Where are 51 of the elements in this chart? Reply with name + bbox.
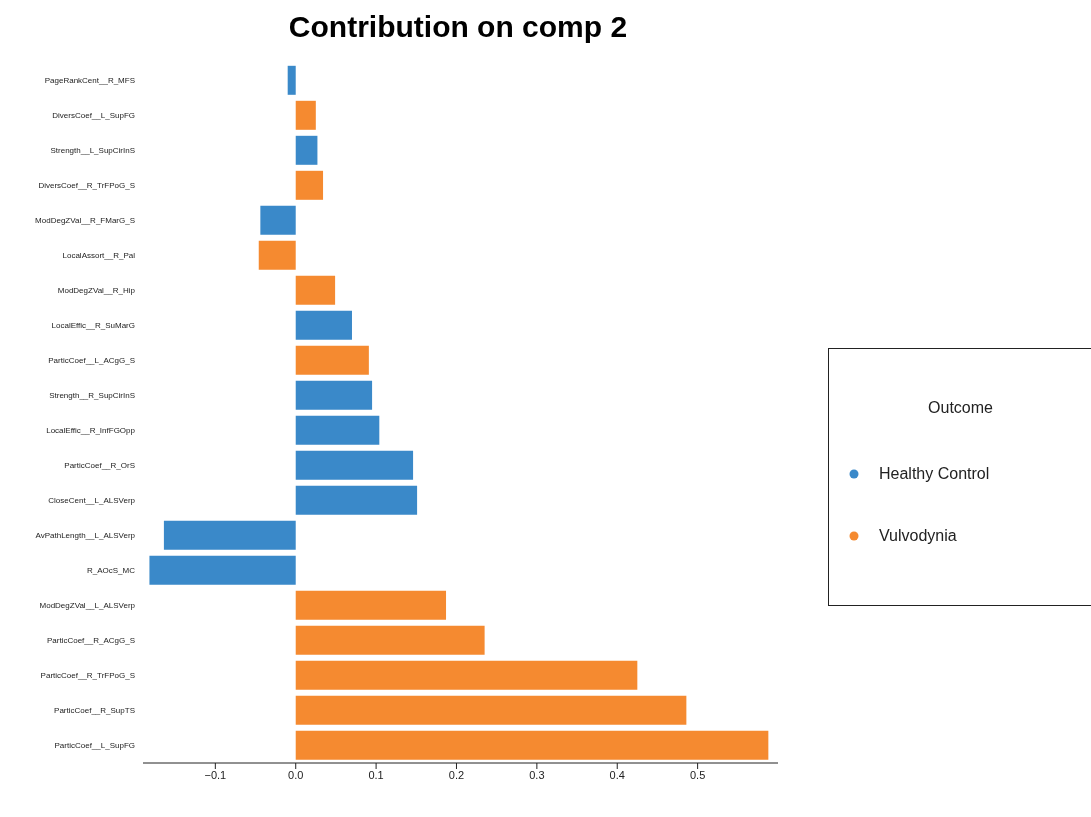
y-tick-label: ModDegZVal__R_Hip — [57, 286, 136, 296]
x-tick-label: 0.2 — [448, 768, 465, 781]
bar — [260, 205, 296, 235]
y-tick-label: LocalEffic__R_SuMarG — [51, 321, 135, 331]
x-tick-label: 0.0 — [288, 768, 304, 781]
bar — [295, 450, 414, 480]
bar — [258, 240, 296, 270]
bar — [295, 135, 318, 165]
bar — [295, 170, 324, 200]
legend-title: Outcome — [927, 399, 994, 417]
y-tick-label: DiversCoef__L_SupFG — [52, 111, 135, 121]
y-tick-label: LocalEffic__R_InfFGOpp — [46, 426, 136, 436]
y-tick-label: ParticCoef__L_ACgG_S — [48, 356, 135, 366]
bar — [163, 520, 296, 550]
bar — [295, 590, 447, 620]
bar — [295, 310, 352, 340]
y-tick-label: ParticCoef__R_OrS — [64, 461, 135, 471]
legend-label: Healthy Control — [879, 465, 990, 483]
bar — [295, 695, 687, 725]
y-tick-label: Strength__R_SupCirInS — [49, 391, 135, 401]
y-tick-label: LocalAssort__R_Pal — [62, 251, 136, 261]
bar — [295, 275, 336, 305]
y-tick-label: ParticCoef__R_SupTS — [54, 706, 135, 716]
bar — [295, 380, 373, 410]
bar — [295, 100, 316, 130]
bar — [295, 485, 418, 515]
bar — [295, 625, 485, 655]
x-tick-label: 0.5 — [689, 768, 706, 781]
y-tick-label: Strength__L_SupCirInS — [50, 146, 135, 156]
x-tick-label: 0.1 — [368, 768, 384, 781]
y-tick-label: DiversCoef__R_TrFPoG_S — [38, 181, 135, 191]
y-tick-label: ParticCoef__L_SupFG — [54, 741, 135, 751]
y-tick-label: ModDegZVal__L_ALSVerp — [39, 601, 136, 611]
x-tick-label: 0.4 — [609, 768, 625, 781]
x-tick-label: 0.3 — [529, 768, 545, 781]
y-tick-label: CloseCent__L_ALSVerp — [48, 496, 136, 506]
bar — [295, 415, 380, 445]
bar — [295, 345, 369, 375]
y-tick-label: AvPathLength__L_ALSVerp — [35, 531, 136, 541]
bar — [295, 730, 769, 760]
y-tick-label: R_AOcS_MC — [86, 566, 136, 576]
x-tick-label: −0.1 — [204, 768, 227, 781]
bar — [149, 555, 296, 585]
chart-title: Contribution on comp 2 — [287, 9, 629, 44]
y-tick-label: PageRankCent__R_MFS — [44, 76, 135, 86]
y-tick-label: ParticCoef__R_TrFPoG_S — [40, 671, 135, 681]
bar — [295, 660, 638, 690]
y-tick-label: ParticCoef__R_ACgG_S — [46, 636, 135, 646]
legend-label: Vulvodynia — [879, 527, 957, 545]
bar — [287, 65, 296, 95]
y-tick-label: ModDegZVal__R_FMarG_S — [35, 216, 135, 226]
